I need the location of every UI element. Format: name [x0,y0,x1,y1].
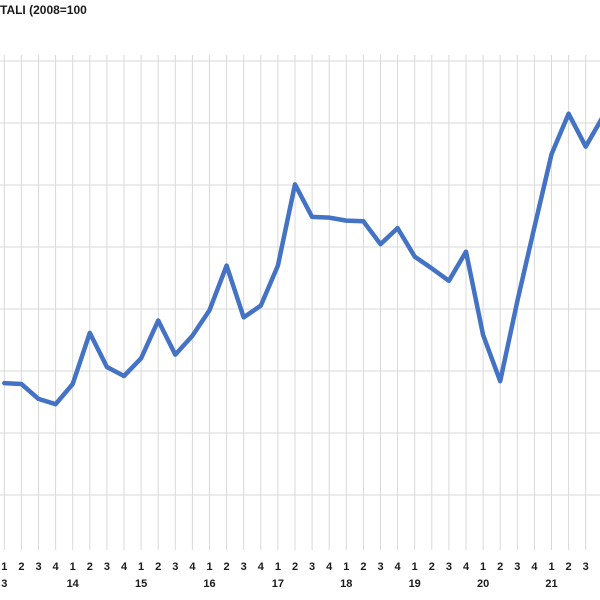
x-quarter-label: 2 [566,561,572,573]
x-quarter-label: 2 [87,561,93,573]
x-quarter-label: 2 [360,561,366,573]
x-quarter-label: 2 [224,561,230,573]
x-quarter-label: 4 [395,561,402,573]
x-quarter-label: 3 [514,561,520,573]
x-quarter-label: 3 [377,561,383,573]
x-quarter-label: 3 [241,561,247,573]
x-quarter-label: 3 [104,561,110,573]
series-line [2,111,600,407]
x-year-label: 15 [135,578,147,590]
x-quarter-label: 1 [480,561,486,573]
x-quarter-label: 4 [463,561,470,573]
x-quarter-label: 4 [258,561,265,573]
x-quarter-label: 2 [155,561,161,573]
x-year-label: 20 [477,578,489,590]
x-quarter-label: 1 [275,561,281,573]
x-year-label: 19 [409,578,421,590]
x-quarter-label: 2 [18,561,24,573]
x-quarter-label: 3 [35,561,41,573]
x-quarter-label: 4 [189,561,196,573]
x-year-label: 16 [203,578,215,590]
x-quarter-label: 2 [429,561,435,573]
x-quarter-label: 4 [326,561,333,573]
x-quarter-label: 3 [309,561,315,573]
x-quarter-label: 4 [531,561,538,573]
x-quarter-label: 1 [70,561,76,573]
chart-title: TALI (2008=100 [0,3,87,17]
x-quarter-label: 1 [412,561,418,573]
x-quarter-label: 4 [121,561,128,573]
x-year-label: 17 [272,578,284,590]
x-quarter-label: 1 [138,561,144,573]
x-quarter-label: 4 [53,561,60,573]
x-quarter-label: 1 [548,561,554,573]
x-quarter-label: 3 [583,561,589,573]
x-year-label: 18 [340,578,352,590]
x-quarter-label: 3 [172,561,178,573]
x-quarter-label: 2 [292,561,298,573]
x-year-label: 14 [67,578,80,590]
x-quarter-label: 2 [497,561,503,573]
x-quarter-label: 1 [343,561,349,573]
x-quarter-label: 3 [446,561,452,573]
x-quarter-label: 1 [1,561,7,573]
x-year-label: 3 [1,578,7,590]
x-year-label: 21 [545,578,557,590]
x-quarter-label: 1 [206,561,212,573]
